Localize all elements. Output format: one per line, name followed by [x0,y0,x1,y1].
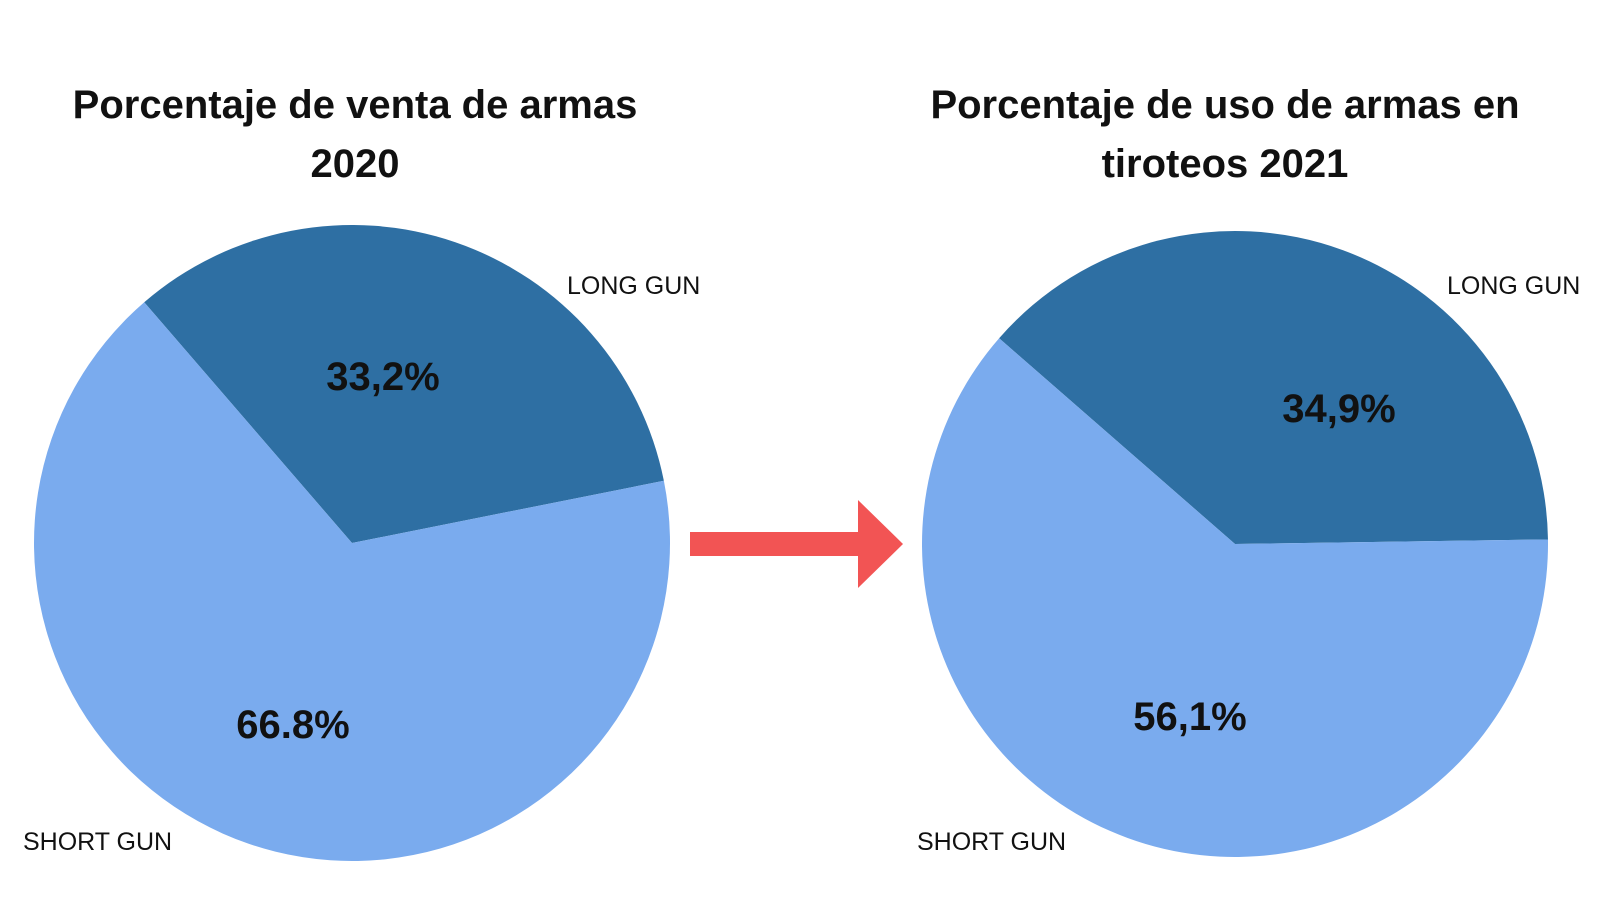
pie-slice-short-gun [922,338,1549,857]
pie-slice-short-gun [34,302,671,862]
slice-value-label: 33,2% [326,355,439,399]
right-arrow-icon [690,500,903,588]
slice-category-label: LONG GUN [1447,272,1580,300]
pie-chart-right: LONG GUN 34,9% SHORT GUN 56,1% [917,230,1580,857]
pie-slice-long-gun [144,225,664,543]
slice-value-label: 66.8% [236,703,349,747]
slice-category-label: SHORT GUN [917,828,1066,856]
slice-category-label: LONG GUN [567,272,700,300]
pie-chart-left: LONG GUN 33,2% SHORT GUN 66.8% [23,225,700,862]
slice-value-label: 56,1% [1133,695,1246,739]
pie-slice-long-gun [999,230,1548,544]
slice-category-label: SHORT GUN [23,828,172,856]
slice-value-label: 34,9% [1282,387,1395,431]
chart-title-right: Porcentaje de uso de armas en tiroteos 2… [930,83,1520,186]
chart-title-left: Porcentaje de venta de armas 2020 [72,83,638,186]
